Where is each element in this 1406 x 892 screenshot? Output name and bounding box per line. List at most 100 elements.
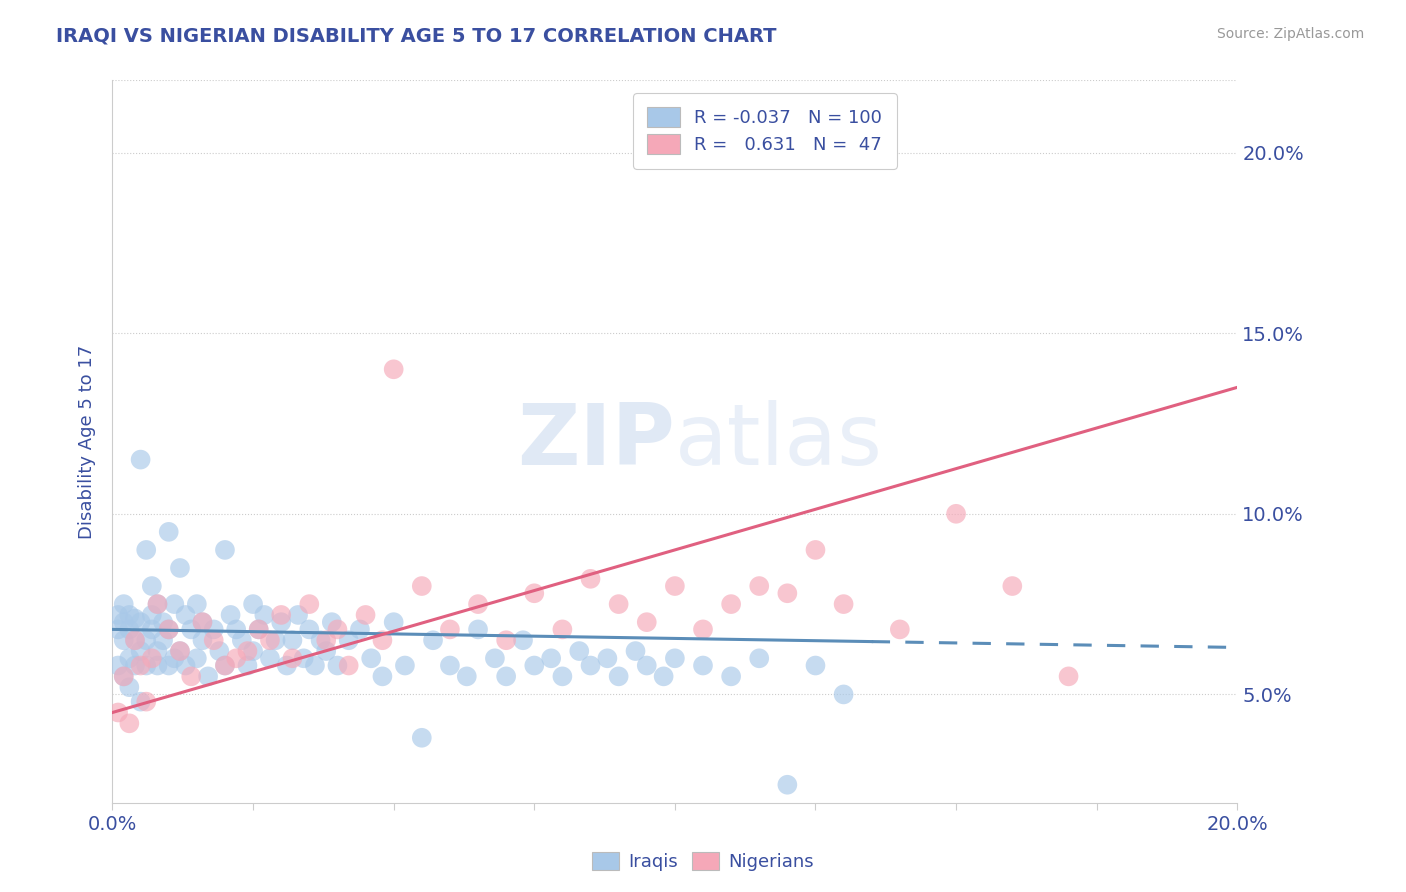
Point xyxy=(411,579,433,593)
Point xyxy=(281,633,304,648)
Point xyxy=(202,633,225,648)
Point xyxy=(146,597,169,611)
Point xyxy=(124,658,146,673)
Point xyxy=(214,542,236,557)
Point xyxy=(371,669,394,683)
Point xyxy=(231,633,253,648)
Point xyxy=(191,615,214,630)
Point xyxy=(129,644,152,658)
Point xyxy=(512,633,534,648)
Point xyxy=(579,658,602,673)
Point xyxy=(636,658,658,673)
Point xyxy=(776,586,799,600)
Text: ZIP: ZIP xyxy=(517,400,675,483)
Point xyxy=(720,597,742,611)
Point xyxy=(157,524,180,539)
Point xyxy=(315,644,337,658)
Point xyxy=(422,633,444,648)
Point xyxy=(124,633,146,648)
Point xyxy=(371,633,394,648)
Point xyxy=(180,669,202,683)
Point xyxy=(945,507,967,521)
Point xyxy=(652,669,675,683)
Point xyxy=(174,658,197,673)
Point xyxy=(124,611,146,625)
Point xyxy=(337,658,360,673)
Point xyxy=(1057,669,1080,683)
Point xyxy=(298,623,321,637)
Point xyxy=(607,669,630,683)
Point xyxy=(326,658,349,673)
Point xyxy=(748,579,770,593)
Point xyxy=(776,778,799,792)
Point xyxy=(337,633,360,648)
Point xyxy=(146,644,169,658)
Point xyxy=(664,651,686,665)
Point xyxy=(135,542,157,557)
Point xyxy=(456,669,478,683)
Point xyxy=(439,623,461,637)
Point xyxy=(242,597,264,611)
Point xyxy=(484,651,506,665)
Point xyxy=(169,644,191,658)
Point xyxy=(163,651,186,665)
Point xyxy=(163,597,186,611)
Point xyxy=(247,623,270,637)
Point xyxy=(309,633,332,648)
Point xyxy=(664,579,686,593)
Point xyxy=(832,687,855,701)
Point xyxy=(112,633,135,648)
Point xyxy=(236,644,259,658)
Point xyxy=(495,633,517,648)
Point xyxy=(107,623,129,637)
Point xyxy=(607,597,630,611)
Point xyxy=(523,586,546,600)
Point xyxy=(394,658,416,673)
Point xyxy=(186,597,208,611)
Point xyxy=(214,658,236,673)
Point xyxy=(889,623,911,637)
Point xyxy=(804,542,827,557)
Point xyxy=(253,607,276,622)
Point xyxy=(191,615,214,630)
Point xyxy=(118,716,141,731)
Point xyxy=(141,623,163,637)
Point xyxy=(141,579,163,593)
Point xyxy=(804,658,827,673)
Text: Source: ZipAtlas.com: Source: ZipAtlas.com xyxy=(1216,27,1364,41)
Point xyxy=(551,623,574,637)
Point xyxy=(191,633,214,648)
Point xyxy=(214,658,236,673)
Point xyxy=(579,572,602,586)
Point xyxy=(360,651,382,665)
Point xyxy=(692,658,714,673)
Point xyxy=(439,658,461,673)
Point xyxy=(259,633,281,648)
Point xyxy=(292,651,315,665)
Point xyxy=(152,615,174,630)
Point xyxy=(624,644,647,658)
Point xyxy=(382,362,405,376)
Point xyxy=(495,669,517,683)
Point xyxy=(349,623,371,637)
Point xyxy=(636,615,658,630)
Point xyxy=(832,597,855,611)
Point xyxy=(242,644,264,658)
Point xyxy=(135,695,157,709)
Point xyxy=(264,633,287,648)
Point xyxy=(596,651,619,665)
Point xyxy=(129,695,152,709)
Point xyxy=(135,633,157,648)
Point xyxy=(129,615,152,630)
Point xyxy=(523,658,546,673)
Point xyxy=(748,651,770,665)
Point xyxy=(157,623,180,637)
Point xyxy=(467,597,489,611)
Point xyxy=(720,669,742,683)
Point xyxy=(208,644,231,658)
Point xyxy=(326,623,349,637)
Point xyxy=(118,623,141,637)
Point xyxy=(551,669,574,683)
Point xyxy=(146,597,169,611)
Point xyxy=(692,623,714,637)
